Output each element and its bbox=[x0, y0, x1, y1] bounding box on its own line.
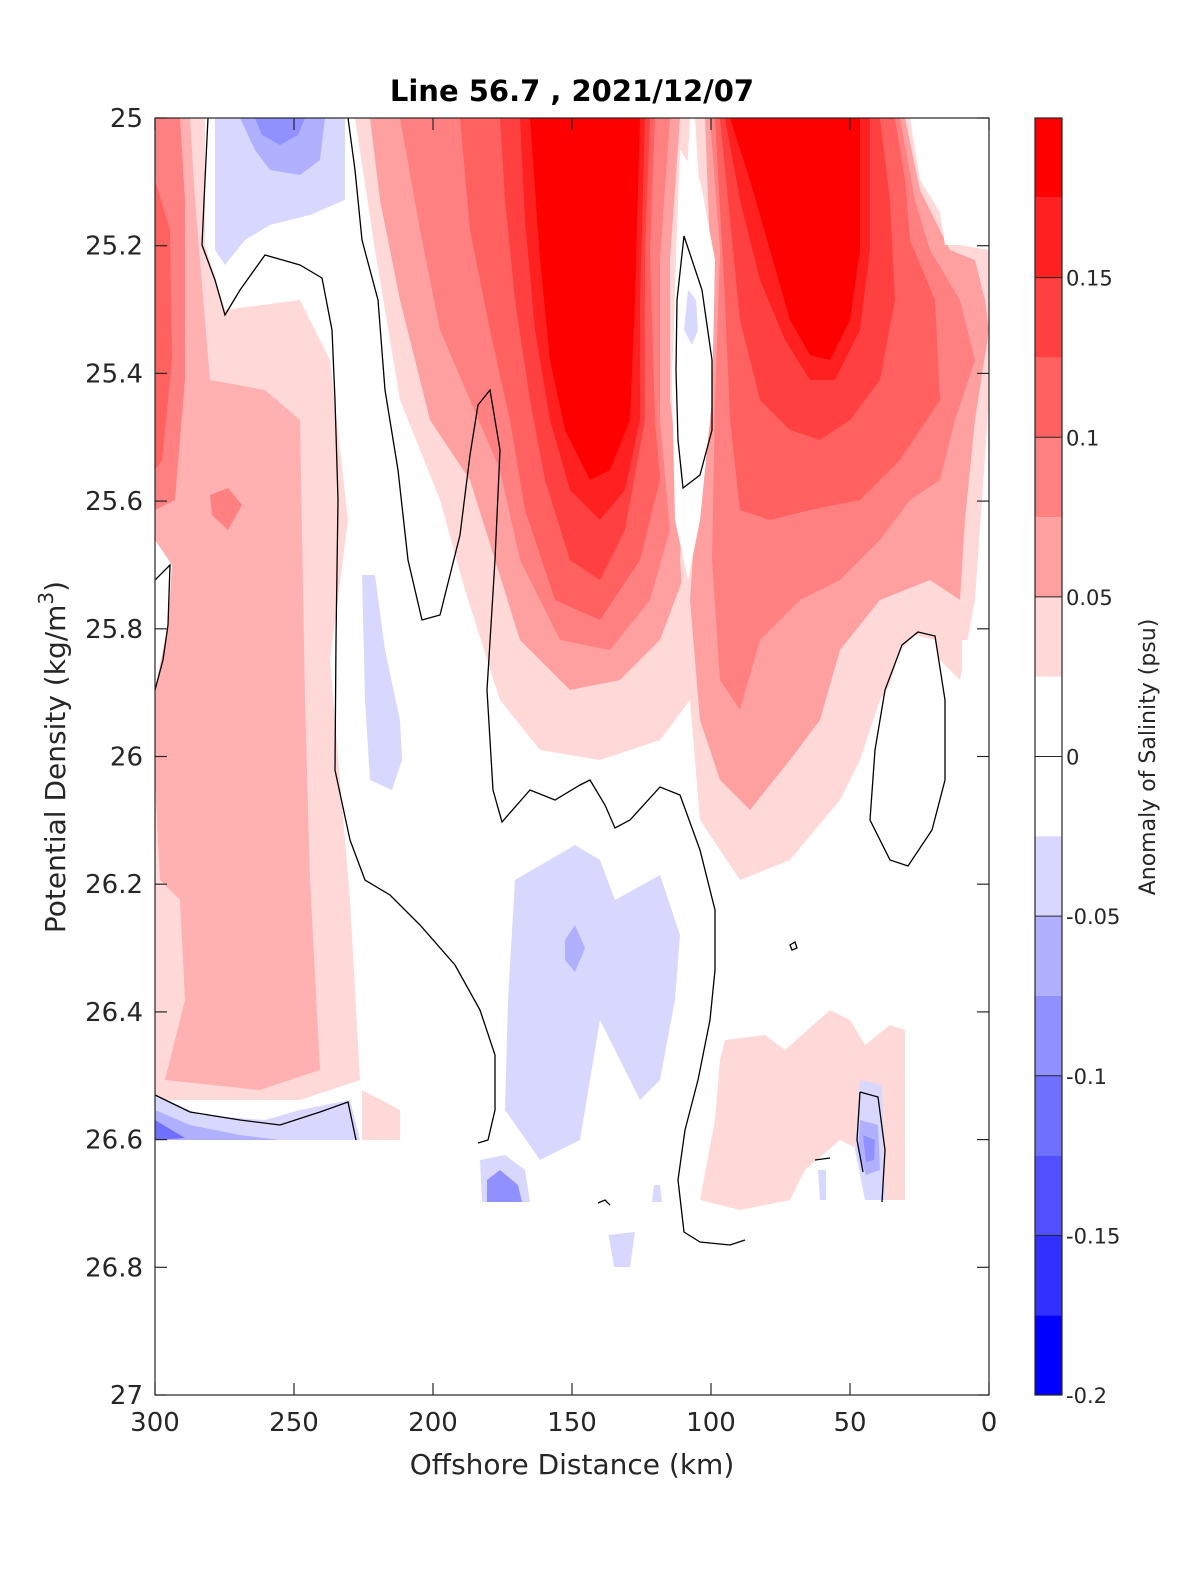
colorbar-level bbox=[1035, 197, 1062, 278]
zero-contour-tiny bbox=[789, 941, 798, 951]
contour-fill-blue-bottom-sliver bbox=[652, 1185, 662, 1202]
no-data-mask bbox=[155, 1140, 905, 1395]
zero-contour-bottom-stub2 bbox=[814, 1157, 831, 1161]
y-tick-label: 25.6 bbox=[85, 487, 143, 517]
chart-title: Line 56.7 , 2021/12/07 bbox=[390, 74, 754, 108]
colorbar-tick-label: 0.1 bbox=[1066, 426, 1099, 450]
contour-fill-right-max bbox=[730, 118, 860, 360]
zero-contour-lower-right bbox=[856, 1091, 886, 1203]
colorbar-tick-label: -0.15 bbox=[1066, 1224, 1120, 1248]
contour-fill-left-notch bbox=[155, 540, 172, 690]
y-tick-label: 27 bbox=[110, 1381, 143, 1411]
y-tick-label: 25 bbox=[110, 104, 143, 134]
y-axis-label-main: Potential Density (kg/m bbox=[39, 605, 72, 934]
colorbar-level bbox=[1035, 916, 1062, 996]
contour-fill-corner-blank bbox=[910, 118, 989, 245]
contour-plot: 25 25.2 25.4 25.6 25.8 26 26.2 26.4 26.6 26.8 27 3… bbox=[85, 104, 997, 1438]
contour-fill-blue-center-light bbox=[505, 845, 680, 1160]
contour-fill-blue-bottom-sliver2 bbox=[818, 1170, 826, 1200]
colorbar-level bbox=[1035, 517, 1062, 597]
colorbar-level bbox=[1035, 836, 1062, 917]
y-tick-label: 26.6 bbox=[85, 1126, 143, 1156]
colorbar-level bbox=[1035, 357, 1062, 438]
contour-fill-left-deep bbox=[155, 180, 172, 470]
colorbar: 0.15 0.1 0.05 0 -0.05 -0.1 -0.15 -0.2 Anomaly o… bbox=[1034, 117, 1161, 1408]
colorbar-level bbox=[1035, 1235, 1062, 1316]
contour-fill-left-pocket bbox=[210, 488, 242, 530]
colorbar-levels bbox=[1035, 118, 1062, 1395]
x-tick-label: 250 bbox=[269, 1408, 319, 1438]
x-axis-label: Offshore Distance (km) bbox=[410, 1448, 735, 1481]
colorbar-label: Anomaly of Salinity (psu) bbox=[1136, 619, 1161, 896]
contour-fill-blue-center-dot bbox=[565, 925, 585, 972]
y-axis: 25 25.2 25.4 25.6 25.8 26 26.2 26.4 26.6 26.8 27 bbox=[85, 104, 989, 1411]
contour-fill-blue-bottom-left3 bbox=[155, 1120, 185, 1140]
x-tick-label: 200 bbox=[408, 1408, 458, 1438]
zero-contour-oval bbox=[869, 631, 946, 867]
contour-fill-gap-100km bbox=[672, 150, 715, 580]
contour-fill-pink-lower bbox=[700, 1010, 905, 1210]
zero-contour-100km bbox=[675, 235, 713, 490]
x-tick-label: 100 bbox=[686, 1408, 736, 1438]
y-tick-label: 26.8 bbox=[85, 1253, 143, 1283]
y-axis-label: Potential Density (kg/m3) bbox=[34, 581, 72, 933]
zero-contour-lines bbox=[155, 118, 946, 1246]
contour-fill-blue-bottom-center2 bbox=[487, 1170, 522, 1202]
colorbar-level bbox=[1035, 277, 1062, 358]
colorbar-level bbox=[1035, 995, 1062, 1076]
no-data-mask-right bbox=[905, 1035, 989, 1395]
contour-fill-blue-mid-thin bbox=[362, 575, 402, 790]
colorbar-tick-label: 0.15 bbox=[1066, 267, 1113, 291]
contour-fill-blue-bottom-left2 bbox=[155, 1110, 280, 1140]
filled-contours bbox=[155, 118, 989, 1395]
contour-fill-blue-lower-right3 bbox=[863, 1135, 875, 1162]
contour-fill-pink-bottom-left bbox=[362, 1090, 400, 1140]
no-data-mask-right2 bbox=[962, 640, 989, 1035]
y-tick-label: 26 bbox=[110, 743, 143, 773]
zero-contour-left bbox=[201, 118, 496, 1144]
x-axis: 300 250 200 150 100 50 0 bbox=[130, 118, 997, 1438]
colorbar-level bbox=[1035, 118, 1062, 198]
colorbar-tick-label: -0.05 bbox=[1066, 905, 1120, 929]
colorbar-tick-label: 0 bbox=[1066, 746, 1079, 770]
y-tick-label: 25.4 bbox=[85, 359, 143, 389]
y-tick-label: 26.2 bbox=[85, 870, 143, 900]
y-tick-label: 26.4 bbox=[85, 998, 143, 1028]
colorbar-level bbox=[1035, 437, 1062, 518]
y-tick-label: 25.8 bbox=[85, 615, 143, 645]
contour-fill-blue-100km bbox=[684, 290, 698, 345]
colorbar-level bbox=[1035, 596, 1062, 677]
contour-fill-blue-top-dark bbox=[255, 118, 305, 145]
y-tick-label: 25.2 bbox=[85, 232, 143, 262]
colorbar-tick-label: 0.05 bbox=[1066, 586, 1113, 610]
colorbar-tick-label: -0.1 bbox=[1066, 1065, 1107, 1089]
contour-fill-left-mid bbox=[155, 118, 320, 1090]
y-axis-label-superscript: 3 bbox=[34, 592, 58, 605]
x-tick-label: 0 bbox=[981, 1408, 998, 1438]
colorbar-tick-label: -0.2 bbox=[1066, 1384, 1107, 1408]
zero-contour-left-edge bbox=[155, 563, 171, 691]
x-tick-label: 300 bbox=[130, 1408, 180, 1438]
y-axis-label-suffix: ) bbox=[39, 581, 72, 592]
contour-fill-oval-white bbox=[870, 635, 945, 865]
x-tick-label: 50 bbox=[833, 1408, 866, 1438]
colorbar-ticks: 0.15 0.1 0.05 0 -0.05 -0.1 -0.15 -0.2 bbox=[1035, 267, 1120, 1408]
zero-contour-center-left bbox=[347, 118, 746, 1246]
contour-fill-blue-bottom-deep bbox=[608, 1232, 635, 1267]
zero-contour-bottom-stub bbox=[597, 1199, 611, 1206]
contour-fill-center-max bbox=[530, 118, 640, 480]
colorbar-level bbox=[1035, 1075, 1062, 1156]
x-tick-label: 150 bbox=[547, 1408, 597, 1438]
zero-contour-bottom-left bbox=[155, 1094, 357, 1141]
colorbar-level bbox=[1035, 1155, 1062, 1236]
colorbar-level bbox=[1035, 1315, 1062, 1395]
